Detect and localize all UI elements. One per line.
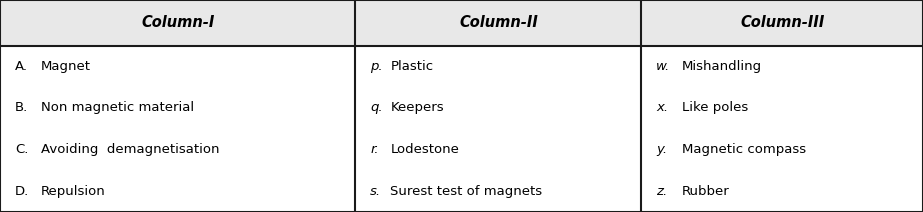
Text: Mishandling: Mishandling: [682, 60, 762, 73]
Text: p.: p.: [370, 60, 383, 73]
Text: A.: A.: [15, 60, 28, 73]
Text: Magnetic compass: Magnetic compass: [682, 143, 806, 156]
Text: x.: x.: [656, 102, 668, 114]
Text: Non magnetic material: Non magnetic material: [41, 102, 194, 114]
Bar: [641, 0, 923, 46]
Text: B.: B.: [15, 102, 28, 114]
Text: q.: q.: [370, 102, 383, 114]
Text: D.: D.: [15, 185, 29, 198]
Text: Like poles: Like poles: [682, 102, 749, 114]
Text: z.: z.: [656, 185, 667, 198]
Text: Rubber: Rubber: [682, 185, 730, 198]
Text: Avoiding  demagnetisation: Avoiding demagnetisation: [41, 143, 219, 156]
Bar: [0, 46, 923, 212]
Text: Keepers: Keepers: [390, 102, 444, 114]
Text: y.: y.: [656, 143, 667, 156]
Text: r.: r.: [370, 143, 378, 156]
Text: Lodestone: Lodestone: [390, 143, 460, 156]
Text: Surest test of magnets: Surest test of magnets: [390, 185, 543, 198]
Text: Column-II: Column-II: [459, 15, 538, 30]
Text: Repulsion: Repulsion: [41, 185, 105, 198]
Text: s.: s.: [370, 185, 381, 198]
Bar: [0, 0, 355, 46]
Text: Column-III: Column-III: [740, 15, 824, 30]
Text: Magnet: Magnet: [41, 60, 90, 73]
Text: C.: C.: [15, 143, 28, 156]
Bar: [355, 0, 641, 46]
Text: Column-I: Column-I: [141, 15, 214, 30]
Text: Plastic: Plastic: [390, 60, 434, 73]
Text: w.: w.: [656, 60, 670, 73]
